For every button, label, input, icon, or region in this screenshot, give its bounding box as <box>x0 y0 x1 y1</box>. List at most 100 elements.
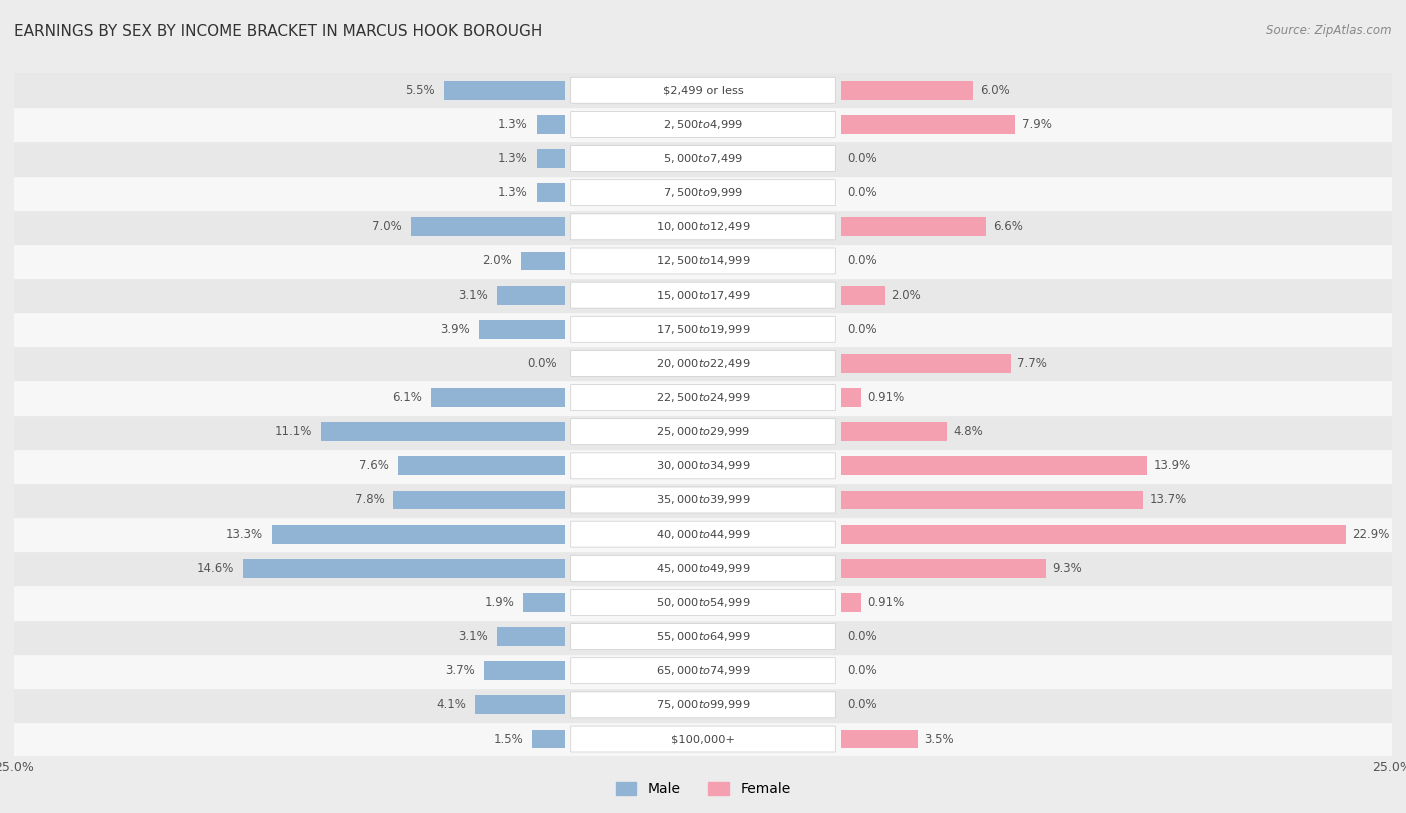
Bar <box>841 415 1392 449</box>
Bar <box>841 620 1392 654</box>
Bar <box>14 449 565 483</box>
FancyBboxPatch shape <box>571 77 835 103</box>
Bar <box>841 244 1392 278</box>
Bar <box>841 456 1147 476</box>
Bar <box>841 729 918 749</box>
Text: $25,000 to $29,999: $25,000 to $29,999 <box>655 425 751 438</box>
FancyBboxPatch shape <box>571 350 835 376</box>
Text: 7.6%: 7.6% <box>359 459 389 472</box>
Bar <box>537 149 565 168</box>
FancyBboxPatch shape <box>571 487 835 513</box>
Text: 0.0%: 0.0% <box>848 254 877 267</box>
Bar <box>841 593 860 612</box>
Text: $50,000 to $54,999: $50,000 to $54,999 <box>655 596 751 609</box>
Bar <box>14 346 565 380</box>
Bar <box>537 115 565 134</box>
Bar <box>565 517 841 551</box>
Text: 7.0%: 7.0% <box>373 220 402 233</box>
Bar <box>531 729 565 749</box>
Bar <box>14 312 565 346</box>
Bar <box>565 620 841 654</box>
Text: $20,000 to $22,499: $20,000 to $22,499 <box>655 357 751 370</box>
Text: 0.0%: 0.0% <box>848 664 877 677</box>
Text: $30,000 to $34,999: $30,000 to $34,999 <box>655 459 751 472</box>
FancyBboxPatch shape <box>571 214 835 240</box>
Text: $22,500 to $24,999: $22,500 to $24,999 <box>655 391 751 404</box>
Text: 1.9%: 1.9% <box>485 596 515 609</box>
Text: 7.9%: 7.9% <box>1022 118 1052 131</box>
Text: 7.7%: 7.7% <box>1017 357 1047 370</box>
Bar <box>496 285 565 305</box>
Bar <box>841 483 1392 517</box>
Text: 1.3%: 1.3% <box>498 152 527 165</box>
FancyBboxPatch shape <box>571 692 835 718</box>
Text: 2.0%: 2.0% <box>482 254 512 267</box>
FancyBboxPatch shape <box>571 589 835 615</box>
Text: 0.91%: 0.91% <box>868 596 904 609</box>
Bar <box>14 688 565 722</box>
Bar <box>14 141 565 176</box>
Bar <box>565 278 841 312</box>
Text: 1.3%: 1.3% <box>498 186 527 199</box>
FancyBboxPatch shape <box>571 555 835 581</box>
Bar <box>271 524 565 544</box>
Text: 0.0%: 0.0% <box>848 186 877 199</box>
FancyBboxPatch shape <box>571 180 835 206</box>
FancyBboxPatch shape <box>571 453 835 479</box>
Bar <box>565 654 841 688</box>
Text: 1.5%: 1.5% <box>494 733 523 746</box>
Bar <box>537 183 565 202</box>
Bar <box>565 688 841 722</box>
Text: 0.0%: 0.0% <box>848 323 877 336</box>
Bar <box>444 80 565 100</box>
Text: $17,500 to $19,999: $17,500 to $19,999 <box>655 323 751 336</box>
Bar <box>479 320 565 339</box>
Bar <box>14 585 565 620</box>
Text: $75,000 to $99,999: $75,000 to $99,999 <box>655 698 751 711</box>
Bar <box>14 73 565 107</box>
Text: $2,499 or less: $2,499 or less <box>662 85 744 95</box>
Bar <box>14 415 565 449</box>
Bar <box>841 80 973 100</box>
Bar <box>14 517 565 551</box>
Text: 0.0%: 0.0% <box>848 698 877 711</box>
Text: 0.0%: 0.0% <box>527 357 557 370</box>
Bar <box>841 517 1392 551</box>
Text: $65,000 to $74,999: $65,000 to $74,999 <box>655 664 751 677</box>
Bar <box>14 380 565 415</box>
Bar <box>841 551 1392 585</box>
Text: 14.6%: 14.6% <box>197 562 235 575</box>
Bar <box>841 380 1392 415</box>
Text: 9.3%: 9.3% <box>1053 562 1083 575</box>
FancyBboxPatch shape <box>571 111 835 137</box>
Text: 3.7%: 3.7% <box>446 664 475 677</box>
Text: 0.0%: 0.0% <box>848 630 877 643</box>
Text: 11.1%: 11.1% <box>274 425 312 438</box>
Text: 3.1%: 3.1% <box>458 630 488 643</box>
Text: 5.5%: 5.5% <box>405 84 434 97</box>
Text: Source: ZipAtlas.com: Source: ZipAtlas.com <box>1267 24 1392 37</box>
Bar <box>565 415 841 449</box>
Bar <box>841 285 884 305</box>
Text: $45,000 to $49,999: $45,000 to $49,999 <box>655 562 751 575</box>
FancyBboxPatch shape <box>571 658 835 684</box>
Text: 13.7%: 13.7% <box>1150 493 1187 506</box>
Bar <box>841 107 1392 141</box>
Bar <box>14 722 565 756</box>
Bar <box>841 449 1392 483</box>
FancyBboxPatch shape <box>571 282 835 308</box>
Bar <box>565 483 841 517</box>
Bar <box>243 559 565 578</box>
Bar <box>565 551 841 585</box>
Bar <box>841 722 1392 756</box>
Bar <box>841 422 946 441</box>
Text: $5,000 to $7,499: $5,000 to $7,499 <box>664 152 742 165</box>
Bar <box>841 688 1392 722</box>
Bar <box>411 217 565 237</box>
Bar <box>841 346 1392 380</box>
Bar <box>565 73 841 107</box>
FancyBboxPatch shape <box>571 248 835 274</box>
Bar <box>14 244 565 278</box>
FancyBboxPatch shape <box>571 726 835 752</box>
Text: 6.0%: 6.0% <box>980 84 1010 97</box>
